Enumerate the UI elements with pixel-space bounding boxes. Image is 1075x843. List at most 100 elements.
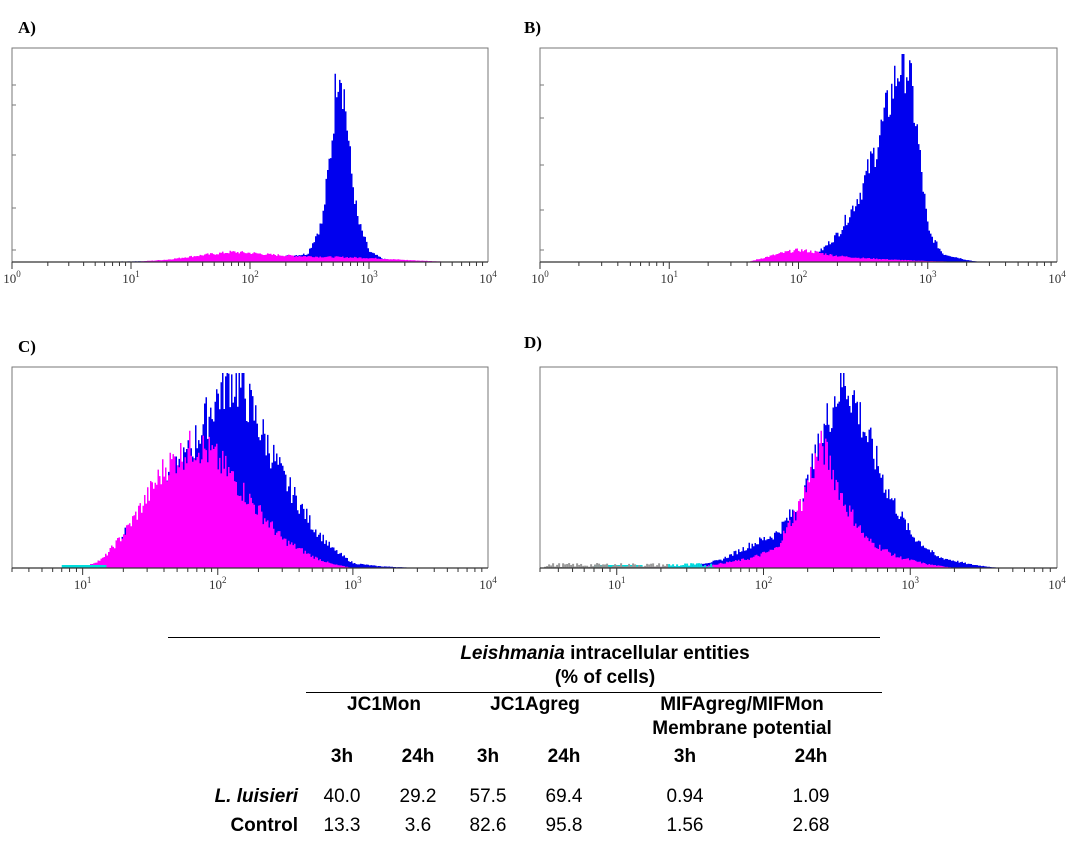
background-events: [584, 565, 587, 568]
table-mid-rule: [306, 692, 882, 693]
tick-label: 104: [1048, 575, 1066, 592]
table-title: Leishmania intracellular entities: [380, 643, 830, 665]
background-events: [646, 563, 649, 568]
background-events: [708, 566, 711, 568]
background-events: [556, 564, 559, 568]
treated-histogram: [12, 373, 489, 568]
tick-label: 104: [1048, 269, 1066, 286]
table-cell: 1.56: [666, 815, 704, 836]
control-histogram: [540, 430, 1058, 568]
plot-frame: [11, 366, 489, 568]
background-events: [676, 564, 679, 568]
row-label-luisieri: L. luisieri: [214, 786, 298, 807]
time-header: 3h: [673, 746, 697, 767]
plot-frame: [539, 47, 1058, 262]
tick-label: 104: [479, 269, 497, 286]
background-events: [554, 566, 557, 568]
background-events: [662, 564, 665, 568]
panel-label-b: B): [524, 18, 541, 37]
background-events: [624, 566, 627, 568]
background-events: [606, 563, 609, 568]
background-events: [578, 564, 581, 568]
background-events: [548, 564, 551, 568]
background-events: [600, 565, 603, 568]
group-jc1agreg: JC1Agreg: [490, 694, 580, 715]
tick-label: 100: [531, 269, 549, 286]
time-header: 3h: [476, 746, 500, 767]
background-events: [630, 566, 633, 568]
background-events: [702, 566, 705, 568]
background-events: [700, 564, 703, 568]
table-cell: 29.2: [399, 786, 437, 807]
histogram-panel-d: 101 102 103 104: [539, 366, 1066, 592]
time-header: 24h: [547, 746, 581, 767]
time-header: 24h: [401, 746, 435, 767]
background-events: [592, 566, 595, 568]
background-events: [558, 563, 561, 568]
background-events: [698, 563, 701, 568]
background-events: [686, 563, 689, 568]
background-events: [656, 565, 659, 568]
background-events: [692, 563, 695, 568]
gated-events: [61, 565, 107, 568]
background-events: [688, 565, 691, 568]
histogram-panel-b: 100 101 102 103 104: [531, 47, 1066, 286]
background-events: [660, 566, 663, 568]
table-cell: 2.68: [792, 815, 830, 836]
background-events: [628, 563, 631, 568]
background-events: [636, 566, 639, 568]
control-histogram: [12, 250, 489, 262]
background-events: [590, 564, 593, 568]
background-events: [572, 563, 575, 568]
tick-label: 102: [241, 269, 259, 286]
background-events: [638, 565, 641, 568]
panel-label-a: A): [18, 18, 36, 37]
background-events: [654, 566, 657, 568]
background-events: [626, 566, 629, 568]
background-events: [672, 564, 675, 568]
tick-label: 103: [344, 575, 362, 592]
background-events: [658, 563, 661, 568]
group-mifagreg-line2: Membrane potential: [652, 718, 832, 739]
background-events: [666, 563, 669, 568]
background-events: [690, 563, 693, 568]
treated-histogram: [540, 54, 1058, 262]
table-cell: 57.5: [469, 786, 507, 807]
tick-label: 104: [479, 575, 497, 592]
table-subtitle: (% of cells): [554, 667, 656, 688]
background-events: [674, 566, 677, 568]
table-cell: 0.94: [666, 786, 704, 807]
histogram-panel-a: 100 101 102 103 104: [3, 47, 497, 286]
background-events: [622, 566, 625, 568]
table-cell: 40.0: [323, 786, 361, 807]
tick-label: 101: [122, 269, 140, 286]
background-events: [568, 563, 571, 568]
background-events: [678, 566, 681, 568]
background-events: [634, 564, 637, 568]
control-histogram: [540, 248, 1058, 262]
background-events: [612, 565, 615, 568]
table-cell: 82.6: [469, 815, 507, 836]
background-events: [576, 563, 579, 568]
group-mifagreg: MIFAgreg/MIFMon: [660, 694, 824, 715]
background-events: [594, 564, 597, 568]
background-events: [582, 565, 585, 568]
tick-label: 101: [74, 575, 92, 592]
background-events: [546, 566, 549, 568]
time-header: 24h: [794, 746, 828, 767]
table-top-rule: [168, 637, 880, 638]
background-events: [668, 564, 671, 568]
background-events: [640, 566, 643, 568]
background-events: [618, 565, 621, 568]
row-label-control: Control: [230, 815, 298, 836]
plot-frame: [11, 47, 489, 262]
background-events: [644, 565, 647, 568]
background-events: [602, 564, 605, 568]
background-events: [680, 565, 683, 568]
background-events: [570, 564, 573, 568]
background-events: [544, 566, 547, 568]
background-events: [696, 563, 699, 568]
background-events: [648, 564, 651, 568]
panel-label-d: D): [524, 333, 542, 352]
